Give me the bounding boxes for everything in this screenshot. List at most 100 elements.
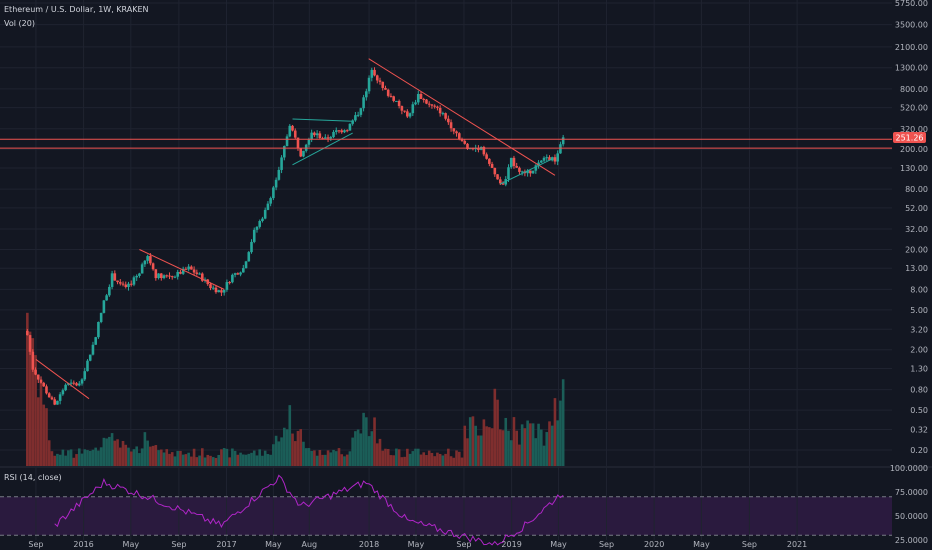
candle-body (356, 114, 360, 116)
volume-bar (526, 420, 529, 466)
candle-body (293, 130, 297, 138)
last-price-badge-bg (893, 132, 926, 143)
volume-bar (389, 455, 393, 466)
candle-body (165, 275, 169, 277)
volume-bar (337, 448, 341, 466)
candle-body (198, 273, 201, 275)
y-tick-label: 5.00 (910, 306, 928, 315)
candle-body (550, 157, 554, 161)
candle-body (72, 382, 76, 384)
candle-body (88, 354, 92, 361)
volume-bar (102, 437, 106, 466)
candle-body (80, 379, 84, 384)
candle-body (127, 283, 130, 288)
candle-body (222, 289, 226, 293)
volume-bar (452, 457, 456, 466)
volume-bar (198, 455, 201, 466)
y-tick-label: 130.00 (900, 164, 928, 173)
candle-body (47, 393, 51, 398)
volume-bar (370, 431, 374, 466)
volume-bar (348, 451, 352, 466)
y-tick-label: 2100.00 (895, 43, 928, 52)
volume-bar (26, 312, 29, 466)
volume-bars (26, 312, 565, 466)
candle-body (105, 295, 108, 301)
volume-bar (83, 449, 87, 466)
volume-bar (414, 448, 417, 466)
candle-body (419, 93, 423, 99)
volume-bar (457, 451, 461, 466)
volume-bar (490, 428, 494, 466)
candle-body (466, 143, 469, 150)
volume-bar (36, 397, 40, 466)
y-tick-label: 320.00 (900, 125, 928, 134)
candle-body (176, 271, 179, 277)
volume-bar (318, 450, 322, 466)
candle-body (452, 128, 456, 132)
candle-body (373, 69, 376, 76)
candle-body (559, 144, 562, 154)
candle-body (28, 335, 32, 352)
candle-body (460, 139, 464, 141)
volume-bar (138, 453, 141, 466)
candle-body (220, 290, 223, 293)
volume-bar (34, 355, 37, 466)
volume-bar (184, 454, 188, 466)
x-tick-label: Sep (742, 540, 757, 549)
volume-bar (124, 444, 128, 466)
x-tick-label: Sep (599, 540, 614, 549)
candle-body (121, 283, 125, 285)
volume-bar (154, 445, 158, 466)
volume-bar (170, 452, 174, 466)
candle-body (403, 110, 406, 112)
candle-body (168, 275, 171, 277)
volume-bar (86, 450, 89, 466)
price-axis[interactable]: 5750.00 3500.00 2100.00 1300.00 800.00 520.00… (890, 0, 928, 545)
candle-body (531, 170, 535, 174)
candle-body (91, 344, 95, 355)
volume-bar (479, 435, 483, 466)
last-price-value: 251.26 (896, 134, 924, 143)
candle-body (239, 272, 242, 275)
candle-body (340, 130, 344, 133)
y-tick-label: 1.30 (910, 365, 928, 374)
volume-bar (252, 450, 256, 466)
volume-bar (91, 449, 95, 466)
x-tick-label: 2021 (787, 540, 807, 549)
volume-bar (165, 449, 169, 466)
candle-body (444, 113, 447, 119)
candle-body (447, 118, 450, 123)
candle-body (285, 136, 289, 147)
volume-bar (433, 456, 436, 466)
volume-bar (255, 455, 259, 466)
volume-bar (460, 457, 464, 466)
candle-body (36, 374, 40, 380)
volume-bar (520, 424, 524, 466)
volume-bar (228, 457, 231, 466)
volume-bar (173, 456, 177, 466)
candle-body (217, 290, 221, 293)
volume-bar (326, 450, 330, 466)
volume-bar (176, 450, 179, 466)
volume-bar (488, 427, 491, 466)
volume-bar (332, 449, 335, 466)
candle-body (140, 264, 144, 274)
volume-bar (463, 425, 467, 466)
y-tick-label: 800.00 (900, 85, 928, 94)
volume-bar (277, 441, 281, 466)
volume-bar (159, 449, 163, 466)
volume-bar (406, 448, 409, 466)
candle-body (370, 69, 374, 78)
volume-bar (537, 423, 540, 466)
candle-body (102, 300, 106, 313)
candle-body (493, 167, 497, 175)
candle-body (509, 157, 513, 168)
y-tick-label: 32.00 (905, 225, 928, 234)
time-axis[interactable]: Sep 2016 May Sep 2017 May Aug 2018 May Sep 2019 May… (28, 540, 807, 549)
candle-body (408, 113, 412, 117)
candle-body (187, 266, 190, 270)
y-tick-label: 0.20 (910, 446, 928, 455)
volume-bar (67, 450, 70, 466)
volume-bar (302, 441, 305, 466)
